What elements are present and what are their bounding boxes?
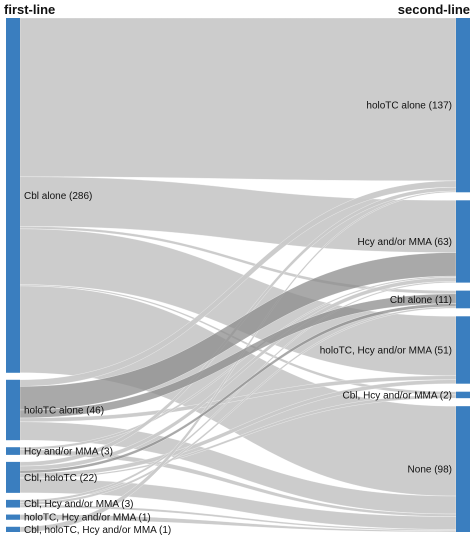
- source-node-hcy: [6, 447, 20, 455]
- source-label-holo: holoTC alone (46): [24, 405, 104, 416]
- source-label-cbl: Cbl alone (286): [24, 191, 92, 202]
- target-node-holo: [456, 18, 470, 193]
- target-label-cblhcy: Cbl, Hcy and/or MMA (2): [343, 390, 452, 401]
- flow-all-to-holo: [19, 190, 457, 533]
- target-node-cblhcy: [456, 391, 470, 399]
- target-node-none: [456, 406, 470, 532]
- flow-cbl-to-holo: [19, 17, 457, 182]
- target-node-hcy: [456, 200, 470, 283]
- label-layer: Cbl alone (286) holoTC alone (46) Hcy and/…: [24, 101, 452, 536]
- source-node-holohcy: [6, 514, 20, 520]
- target-label-holohcy: holoTC, Hcy and/or MMA (51): [320, 345, 452, 356]
- target-node-holohcy: [456, 316, 470, 384]
- source-node-cblhcy: [6, 499, 20, 508]
- target-label-hcy: Hcy and/or MMA (63): [358, 237, 452, 248]
- flow-cblhcy-to-cbl: [19, 306, 457, 506]
- source-node-cblholo: [6, 461, 20, 493]
- source-node-cbl: [6, 18, 20, 373]
- source-label-cblholo: Cbl, holoTC (22): [24, 473, 97, 484]
- first-line-title: first-line: [4, 2, 56, 17]
- target-node-cbl: [456, 290, 470, 309]
- node-layer: [6, 18, 470, 532]
- source-node-holo: [6, 379, 20, 441]
- source-label-cblhcy: Cbl, Hcy and/or MMA (3): [24, 499, 133, 510]
- flow-layer: [19, 17, 457, 533]
- target-label-holo: holoTC alone (137): [366, 101, 452, 112]
- second-line-title: second-line: [397, 2, 470, 17]
- source-node-all: [6, 526, 20, 532]
- target-label-cbl: Cbl alone (11): [390, 295, 452, 306]
- source-label-hcy: Hcy and/or MMA (3): [24, 447, 113, 458]
- source-label-all: Cbl, holoTC, Hcy and/or MMA (1): [24, 525, 171, 536]
- target-label-none: None (98): [408, 465, 452, 476]
- source-label-holohcy: holoTC, Hcy and/or MMA (1): [24, 513, 151, 524]
